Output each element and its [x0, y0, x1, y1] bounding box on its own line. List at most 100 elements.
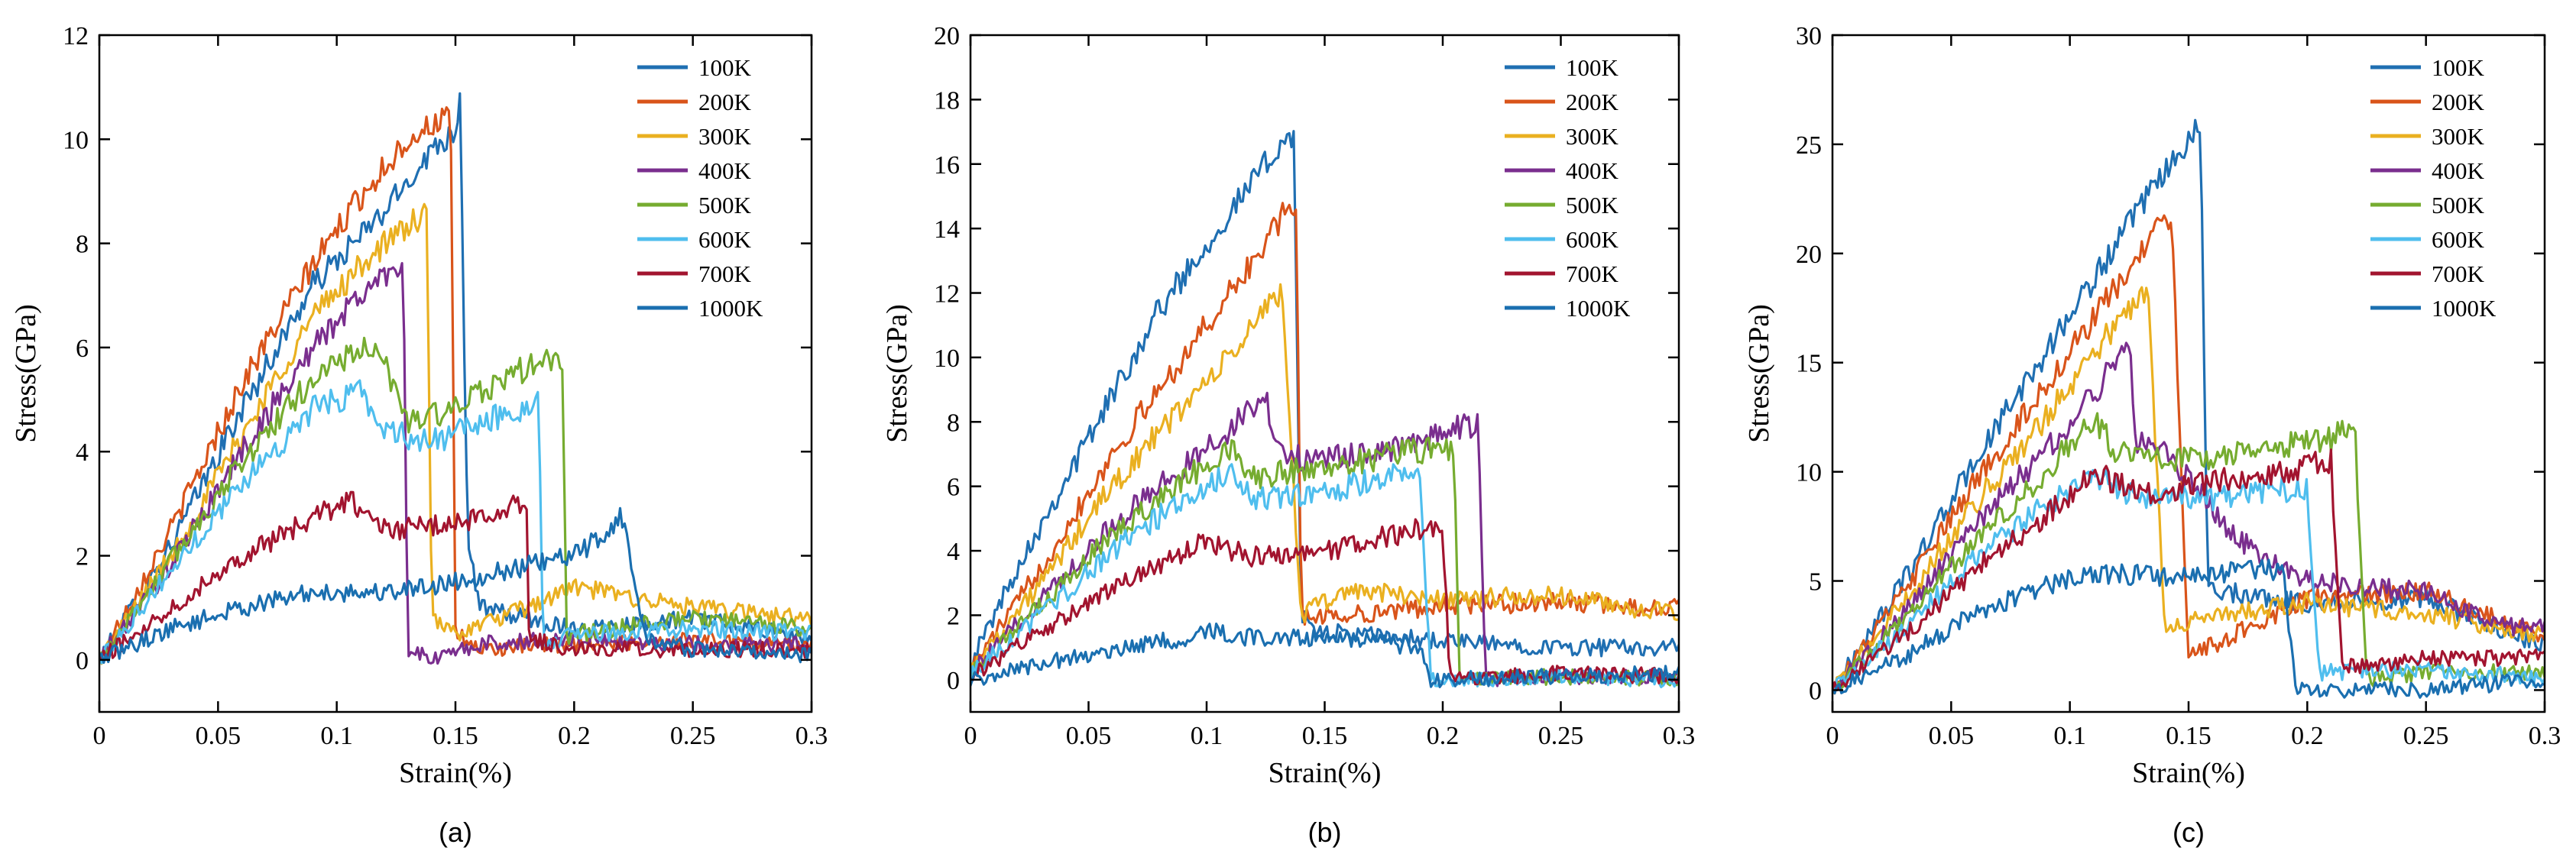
- legend-label-600K: 600K: [698, 226, 752, 253]
- y-tick-label: 0: [1809, 677, 1822, 705]
- legend-label-1000K: 1000K: [1566, 295, 1631, 322]
- x-tick-label: 0.05: [1066, 722, 1112, 750]
- legend-label-300K: 300K: [1566, 123, 1619, 150]
- y-tick-label: 12: [934, 280, 960, 309]
- y-tick-label: 10: [63, 126, 89, 154]
- legend-label-200K: 200K: [698, 89, 752, 115]
- series-line-200K: [99, 106, 812, 659]
- legend-label-100K: 100K: [1566, 54, 1619, 81]
- subplot-c: 0 0.05 0.1 0.15 0.2 0.25 0.3 0 5 10 15 20 25 30 Strain…: [1743, 22, 2561, 848]
- series-line-700K: [1832, 448, 2545, 692]
- x-tick-label: 0.25: [670, 722, 716, 750]
- x-tick-label: 0.2: [558, 722, 591, 750]
- curves: [1832, 118, 2545, 699]
- y-tick-label: 10: [1796, 459, 1822, 487]
- y-tick-label: 0: [947, 667, 960, 695]
- series-line-100K: [970, 130, 1679, 673]
- x-tick-label: 0: [964, 722, 977, 750]
- series-line-400K: [1832, 341, 2545, 692]
- x-tick-label: 0.25: [2403, 722, 2449, 750]
- curves: [99, 92, 812, 665]
- legend-label-300K: 300K: [2432, 123, 2485, 150]
- x-tick-label: 0.1: [320, 722, 353, 750]
- x-axis-title: Strain(%): [2132, 757, 2245, 789]
- legend-label-500K: 500K: [1566, 192, 1619, 218]
- x-tick-label: 0.1: [2053, 722, 2086, 750]
- series-line-400K: [99, 262, 812, 665]
- series-line-600K: [1832, 468, 2545, 692]
- series-line-1000K: [99, 506, 812, 665]
- legend-label-500K: 500K: [698, 192, 752, 218]
- y-tick-label: 10: [934, 345, 960, 373]
- x-tick-label: 0.3: [1663, 722, 1696, 750]
- legend-label-300K: 300K: [698, 123, 752, 150]
- y-tick-label: 4: [947, 538, 960, 566]
- y-tick-label: 2: [947, 602, 960, 630]
- legend: 100K 200K 300K 400K 500K 600K 700K 1000K: [1505, 54, 1631, 322]
- series-line-300K: [1832, 286, 2545, 693]
- y-tick-label: 15: [1796, 350, 1822, 378]
- curves: [970, 130, 1679, 689]
- y-tick-label: 5: [1809, 568, 1822, 597]
- legend-label-100K: 100K: [698, 54, 752, 81]
- x-tick-label: 0.3: [2529, 722, 2561, 750]
- y-tick-label: 20: [1796, 241, 1822, 269]
- series-line-600K: [99, 379, 812, 665]
- y-tick-label: 4: [76, 438, 89, 467]
- legend-label-700K: 700K: [1566, 260, 1619, 287]
- series-line-1000K: [970, 622, 1679, 689]
- legend-label-1000K: 1000K: [2432, 295, 2497, 322]
- y-tick-label: 18: [934, 86, 960, 115]
- series-line-300K: [99, 202, 812, 665]
- y-tick-label: 20: [934, 22, 960, 50]
- x-tick-label: 0: [93, 722, 106, 750]
- x-tick-label: 0.15: [2166, 722, 2211, 750]
- series-line-1000K: [1832, 558, 2545, 699]
- legend-label-700K: 700K: [698, 260, 752, 287]
- y-axis-title: Stress(GPa): [881, 304, 913, 443]
- legend: 100K 200K 300K 400K 500K 600K 700K 1000K: [2370, 54, 2497, 322]
- y-axis-title: Stress(GPa): [1743, 304, 1775, 443]
- x-tick-label: 0.2: [1427, 722, 1460, 750]
- y-axis-title: Stress(GPa): [10, 304, 42, 443]
- y-tick-label: 8: [76, 231, 89, 259]
- subplot-caption: (c): [2173, 817, 2205, 848]
- x-tick-label: 0.05: [1929, 722, 1975, 750]
- y-tick-label: 25: [1796, 131, 1822, 160]
- legend-label-1000K: 1000K: [698, 295, 763, 322]
- legend-label-200K: 200K: [1566, 89, 1619, 115]
- y-tick-label: 6: [947, 474, 960, 502]
- series-line-600K: [970, 463, 1679, 689]
- series-line-700K: [99, 490, 812, 660]
- x-tick-label: 0.05: [196, 722, 241, 750]
- legend-label-200K: 200K: [2432, 89, 2485, 115]
- x-tick-label: 0.3: [795, 722, 828, 750]
- legend-label-400K: 400K: [698, 157, 752, 184]
- y-tick-label: 2: [76, 543, 89, 571]
- series-line-500K: [99, 336, 812, 660]
- x-tick-label: 0.15: [1302, 722, 1348, 750]
- y-tick-label: 12: [63, 22, 89, 50]
- y-tick-label: 0: [76, 647, 89, 675]
- y-tick-label: 8: [947, 409, 960, 437]
- legend-label-700K: 700K: [2432, 260, 2485, 287]
- subplot-caption: (b): [1308, 817, 1342, 848]
- x-axis-title: Strain(%): [1269, 757, 1382, 789]
- x-tick-label: 0.15: [433, 722, 478, 750]
- legend: 100K 200K 300K 400K 500K 600K 700K 1000K: [637, 54, 763, 322]
- x-tick-label: 0.1: [1191, 722, 1223, 750]
- subplot-caption: (a): [439, 817, 472, 848]
- series-line-300K: [970, 283, 1679, 679]
- legend-label-400K: 400K: [2432, 157, 2485, 184]
- y-tick-label: 14: [934, 215, 960, 244]
- legend-label-600K: 600K: [2432, 226, 2485, 253]
- x-tick-label: 0: [1826, 722, 1839, 750]
- y-tick-label: 30: [1796, 22, 1822, 50]
- x-axis-title: Strain(%): [399, 757, 512, 789]
- series-line-500K: [970, 436, 1679, 687]
- series-line-200K: [970, 202, 1679, 679]
- x-tick-label: 0.2: [2291, 722, 2324, 750]
- y-tick-label: 6: [76, 335, 89, 363]
- y-tick-label: 16: [934, 151, 960, 180]
